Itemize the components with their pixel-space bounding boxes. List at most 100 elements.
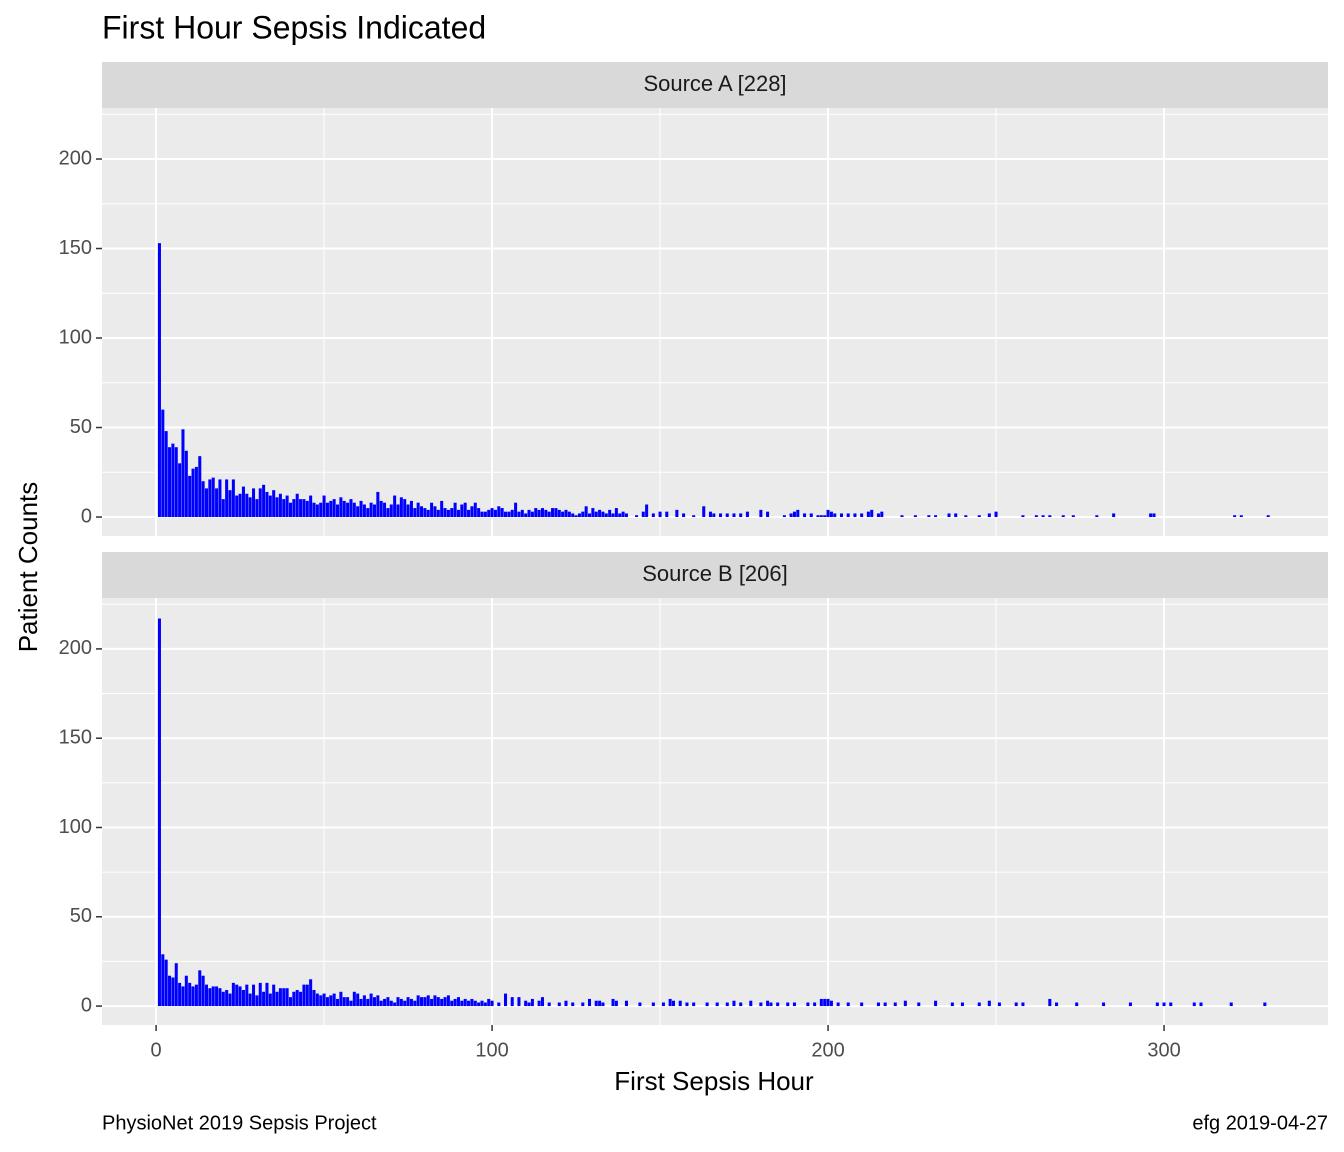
- bar: [836, 1002, 840, 1007]
- bar: [776, 1002, 780, 1007]
- bar: [396, 997, 400, 1007]
- bar: [194, 984, 198, 1007]
- bar: [510, 997, 514, 1007]
- bar: [272, 490, 276, 518]
- panel: [102, 598, 1328, 1025]
- bar: [1233, 515, 1237, 518]
- bar: [611, 998, 615, 1007]
- bar: [275, 991, 279, 1007]
- bar: [440, 500, 444, 518]
- bar: [204, 984, 209, 1007]
- bar: [1155, 1002, 1159, 1007]
- bar: [534, 508, 538, 518]
- bar: [393, 495, 397, 518]
- bar: [443, 508, 447, 518]
- bar: [215, 488, 219, 518]
- bar: [661, 1002, 665, 1007]
- bar: [517, 511, 521, 518]
- bar: [1048, 515, 1052, 518]
- bar: [624, 1000, 628, 1007]
- bar: [917, 1002, 921, 1007]
- bar: [866, 511, 870, 518]
- bar: [577, 513, 581, 518]
- bar: [823, 515, 827, 518]
- bar: [268, 495, 272, 518]
- bar: [191, 468, 195, 518]
- bar: [366, 508, 370, 518]
- bar: [766, 1000, 770, 1007]
- bar: [292, 991, 296, 1007]
- bar: [386, 997, 390, 1007]
- bar: [265, 491, 269, 518]
- bar: [493, 509, 497, 518]
- bar: [564, 1000, 568, 1007]
- bar: [231, 479, 235, 518]
- bar: [231, 982, 235, 1007]
- bar: [786, 1002, 790, 1007]
- bar: [470, 506, 474, 518]
- bar: [860, 513, 864, 518]
- bar: [362, 995, 366, 1007]
- bar: [504, 993, 508, 1007]
- bar: [792, 1002, 796, 1007]
- bar: [544, 509, 548, 518]
- bar: [399, 497, 403, 518]
- bar: [517, 997, 521, 1007]
- bar: [796, 509, 800, 518]
- bar: [255, 995, 259, 1007]
- bar: [587, 513, 592, 518]
- bar: [507, 511, 511, 518]
- bar: [960, 1002, 964, 1007]
- panel: [102, 108, 1328, 536]
- bar: [302, 499, 306, 518]
- bar: [1128, 1002, 1132, 1007]
- bar: [241, 486, 245, 518]
- bar: [221, 991, 225, 1007]
- bar: [480, 511, 484, 518]
- bar: [739, 513, 743, 518]
- bar: [530, 511, 534, 518]
- bar: [329, 500, 333, 518]
- bar: [456, 997, 460, 1007]
- bar: [987, 1000, 991, 1007]
- bar: [342, 500, 346, 518]
- bar: [228, 993, 232, 1007]
- bar: [359, 998, 363, 1007]
- bar: [705, 1002, 709, 1007]
- x-tick-label: 300: [1147, 1039, 1180, 1061]
- bar: [977, 515, 981, 518]
- bar: [235, 495, 239, 518]
- bar: [329, 995, 333, 1007]
- bar: [846, 1002, 850, 1007]
- bar: [1071, 515, 1075, 518]
- y-tick-label: 0: [81, 505, 92, 527]
- bar: [278, 493, 282, 518]
- bar: [336, 998, 340, 1007]
- bar: [1239, 515, 1243, 518]
- bar: [598, 509, 602, 518]
- bar: [453, 998, 457, 1007]
- bar: [658, 511, 662, 518]
- bar: [302, 984, 306, 1007]
- bar: [430, 502, 434, 518]
- bar: [312, 502, 316, 518]
- bar: [406, 997, 410, 1007]
- bar: [1034, 515, 1038, 518]
- bar: [258, 488, 262, 518]
- bar: [954, 513, 958, 518]
- bar: [665, 511, 669, 518]
- bar: [702, 506, 706, 518]
- bar: [288, 502, 292, 518]
- bar: [540, 508, 544, 518]
- caption: PhysioNet 2019 Sepsis Project: [102, 1112, 377, 1134]
- strip: [102, 552, 1328, 598]
- bar: [178, 982, 182, 1007]
- bar: [285, 495, 289, 518]
- bar: [215, 986, 219, 1007]
- bar: [685, 1002, 689, 1007]
- bar: [792, 511, 796, 518]
- bar: [369, 502, 373, 518]
- bar: [420, 506, 424, 518]
- bar: [581, 511, 585, 518]
- bar: [477, 1002, 481, 1007]
